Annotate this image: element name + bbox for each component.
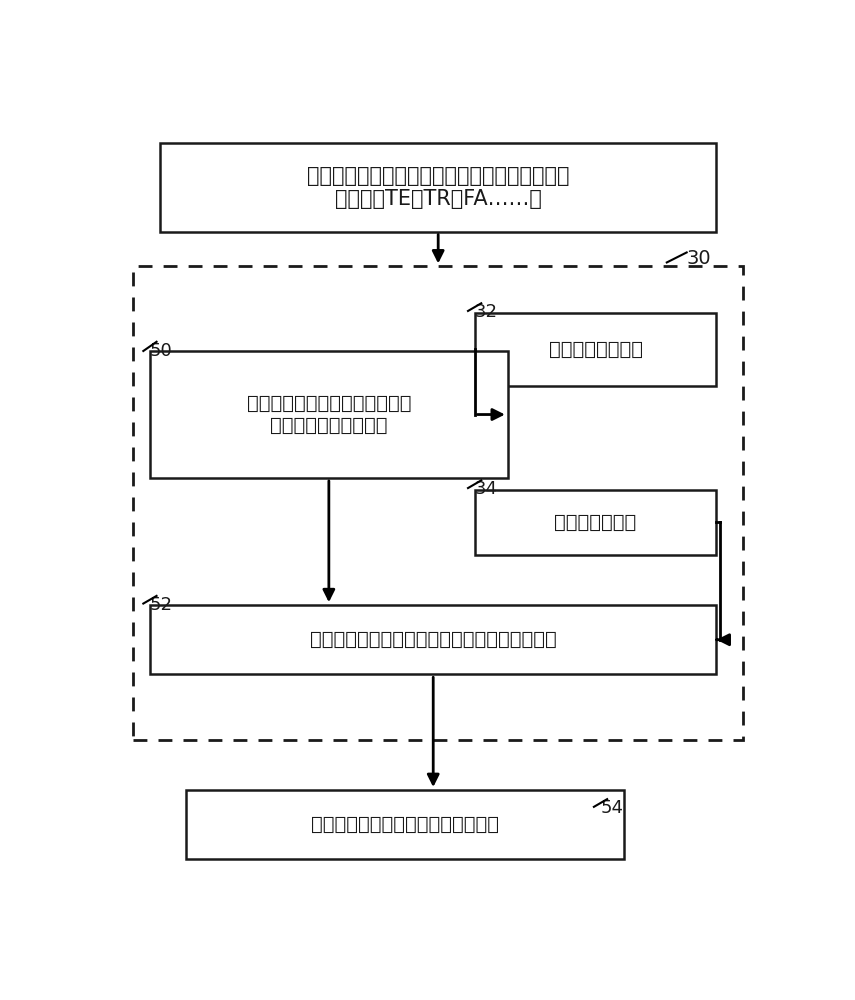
Bar bbox=[475, 490, 716, 555]
Bar bbox=[160, 143, 716, 232]
Text: 32: 32 bbox=[475, 303, 498, 321]
Text: 34: 34 bbox=[475, 480, 498, 498]
Bar bbox=[150, 605, 716, 674]
Text: 针对组织类型和参数値应用选择的信号评分方程: 针对组织类型和参数値应用选择的信号评分方程 bbox=[310, 630, 557, 649]
Text: 54: 54 bbox=[600, 799, 623, 817]
Bar bbox=[475, 312, 716, 386]
Bar bbox=[133, 266, 743, 740]
Text: 针对协议和针对要被评分的对比
类型选择信号评分方程: 针对协议和针对要被评分的对比 类型选择信号评分方程 bbox=[246, 394, 411, 435]
Text: 组织性质数据库: 组织性质数据库 bbox=[554, 513, 637, 532]
Text: 针对要被评分的对比的对比信号评分: 针对要被评分的对比的对比信号评分 bbox=[311, 815, 499, 834]
Bar bbox=[186, 790, 623, 859]
Text: 52: 52 bbox=[150, 596, 173, 614]
Text: 对比信号评分方程: 对比信号评分方程 bbox=[549, 340, 643, 359]
Text: 30: 30 bbox=[687, 249, 711, 268]
Bar bbox=[150, 351, 508, 478]
Text: 输入：协议、要被评分的对比类型、组织类型、
参数値（TE、TR、FA……）: 输入：协议、要被评分的对比类型、组织类型、 参数値（TE、TR、FA……） bbox=[307, 166, 569, 209]
Text: 50: 50 bbox=[150, 342, 173, 360]
